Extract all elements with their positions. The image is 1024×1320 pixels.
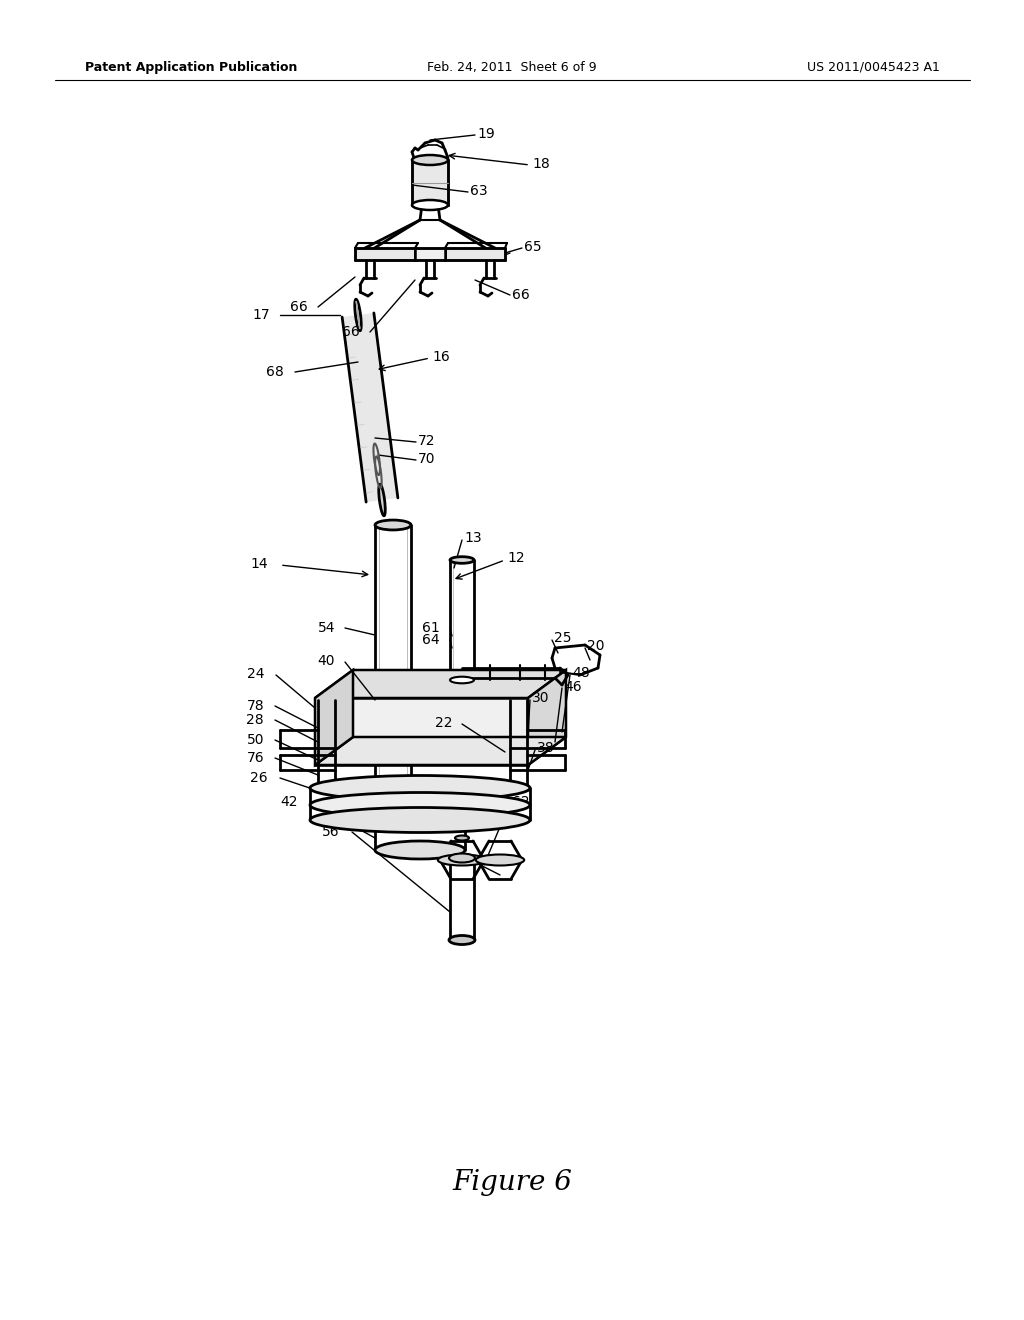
Polygon shape [315,698,528,766]
Text: Patent Application Publication: Patent Application Publication [85,61,297,74]
Text: 72: 72 [418,434,435,447]
Ellipse shape [310,792,530,817]
Ellipse shape [449,936,475,945]
Text: 26: 26 [251,771,268,785]
Text: 56: 56 [323,825,340,840]
Polygon shape [315,737,566,766]
Text: 76: 76 [427,845,445,859]
Text: 65: 65 [524,240,542,253]
Polygon shape [412,160,449,205]
Ellipse shape [310,776,530,800]
Ellipse shape [450,557,474,564]
Text: 12: 12 [507,550,524,565]
Text: 62: 62 [512,795,529,809]
Polygon shape [415,248,445,260]
Text: 20: 20 [587,639,604,653]
Text: 66: 66 [290,300,308,314]
Ellipse shape [354,300,361,331]
Ellipse shape [438,854,486,866]
Text: 64: 64 [422,634,440,647]
Text: 38: 38 [537,741,555,755]
Text: 24: 24 [248,667,265,681]
Text: 22: 22 [434,715,452,730]
Text: 40: 40 [317,653,335,668]
Text: 66: 66 [342,325,360,339]
Polygon shape [315,671,353,766]
Text: 48: 48 [572,667,590,680]
Text: 63: 63 [470,183,487,198]
Text: 13: 13 [464,531,481,545]
Polygon shape [315,671,566,698]
Polygon shape [445,248,505,260]
Text: 66: 66 [512,288,529,302]
Text: US 2011/0045423 A1: US 2011/0045423 A1 [807,61,940,74]
Text: 70: 70 [418,451,435,466]
Text: 18: 18 [532,157,550,172]
Ellipse shape [375,520,411,529]
Text: Feb. 24, 2011  Sheet 6 of 9: Feb. 24, 2011 Sheet 6 of 9 [427,61,597,74]
Polygon shape [342,313,398,502]
Text: 16: 16 [432,350,450,364]
Ellipse shape [375,793,411,803]
Text: 46: 46 [564,680,582,694]
Ellipse shape [455,836,469,841]
Text: 78: 78 [247,700,264,713]
Text: 61: 61 [422,620,440,635]
Text: 30: 30 [532,690,550,705]
Text: 17: 17 [252,308,270,322]
Text: 14: 14 [251,557,268,572]
Text: 28: 28 [247,713,264,727]
Text: 50: 50 [247,733,264,747]
Text: 25: 25 [554,631,571,645]
Text: 68: 68 [266,366,284,379]
Polygon shape [528,671,566,766]
Ellipse shape [449,854,475,862]
Ellipse shape [412,154,449,165]
Ellipse shape [310,808,530,833]
Text: Figure 6: Figure 6 [452,1168,572,1196]
Ellipse shape [476,854,524,866]
Ellipse shape [450,677,474,684]
Text: 19: 19 [477,127,495,141]
Polygon shape [355,248,415,260]
Text: 76: 76 [247,751,264,766]
Text: 54: 54 [317,620,335,635]
Ellipse shape [379,484,385,516]
Ellipse shape [375,841,465,859]
Text: 42: 42 [281,795,298,809]
Ellipse shape [356,301,359,329]
Ellipse shape [412,201,449,210]
